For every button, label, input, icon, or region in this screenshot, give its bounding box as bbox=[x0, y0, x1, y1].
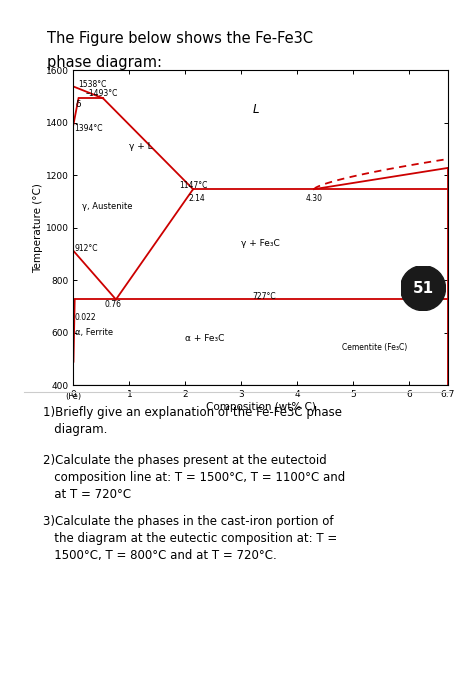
Text: 1538°C: 1538°C bbox=[78, 80, 106, 89]
Text: 2)Calculate the phases present at the eutectoid
   composition line at: T = 1500: 2)Calculate the phases present at the eu… bbox=[43, 454, 345, 501]
Text: 912°C: 912°C bbox=[74, 244, 98, 253]
Text: γ, Austenite: γ, Austenite bbox=[82, 203, 132, 211]
Circle shape bbox=[401, 265, 446, 311]
Text: α + Fe₃C: α + Fe₃C bbox=[185, 333, 225, 342]
Text: 51: 51 bbox=[412, 281, 434, 295]
Text: The Figure below shows the Fe-Fe3C: The Figure below shows the Fe-Fe3C bbox=[47, 31, 313, 46]
Text: 2.14: 2.14 bbox=[188, 194, 205, 203]
Text: α, Ferrite: α, Ferrite bbox=[74, 328, 113, 338]
Text: (Fe): (Fe) bbox=[65, 392, 82, 401]
Text: phase diagram:: phase diagram: bbox=[47, 55, 163, 70]
Text: 1)Briefly give an explanation of the Fe-Fe3C phase
   diagram.: 1)Briefly give an explanation of the Fe-… bbox=[43, 406, 342, 436]
Text: 3)Calculate the phases in the cast-iron portion of
   the diagram at the eutecti: 3)Calculate the phases in the cast-iron … bbox=[43, 515, 337, 562]
Text: 1394°C: 1394°C bbox=[74, 123, 103, 132]
Text: 1147°C: 1147°C bbox=[180, 181, 208, 190]
Y-axis label: Temperature (°C): Temperature (°C) bbox=[33, 183, 43, 273]
X-axis label: Composition (wt% C): Composition (wt% C) bbox=[206, 402, 316, 412]
Text: δ: δ bbox=[76, 100, 81, 109]
Text: 4.30: 4.30 bbox=[305, 194, 322, 203]
Text: 0.76: 0.76 bbox=[104, 300, 121, 309]
Text: 727°C: 727°C bbox=[252, 293, 276, 301]
Text: L: L bbox=[252, 103, 259, 116]
Text: 0.022: 0.022 bbox=[74, 312, 96, 321]
Text: –1493°C: –1493°C bbox=[86, 89, 118, 98]
Text: γ + Fe₃C: γ + Fe₃C bbox=[241, 239, 280, 248]
Text: Cementite (Fe₃C): Cementite (Fe₃C) bbox=[342, 343, 407, 352]
Text: γ + L: γ + L bbox=[129, 142, 153, 151]
